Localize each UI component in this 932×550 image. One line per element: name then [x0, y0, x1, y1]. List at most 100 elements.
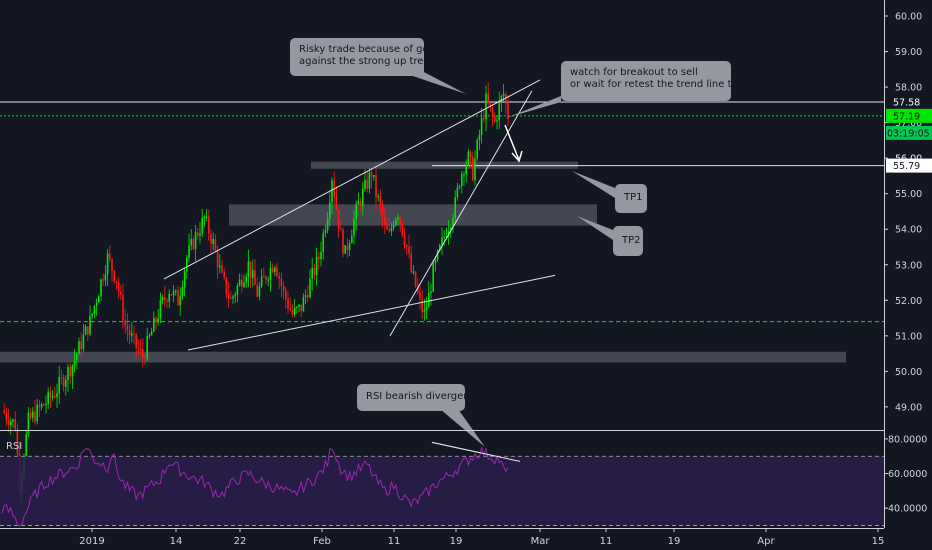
tp2-note-text: TP2	[622, 235, 641, 246]
tp1-note[interactable]: TP1	[615, 184, 647, 213]
price-tick-label: 55.00	[895, 189, 922, 200]
candle-up	[106, 253, 109, 275]
time-tick-label: 19	[450, 536, 463, 547]
base-zone	[0, 351, 846, 363]
candle-down	[401, 223, 404, 235]
candle-down	[489, 103, 492, 108]
candle-down	[197, 232, 199, 236]
candle-up	[320, 251, 322, 260]
candle-down	[113, 270, 115, 282]
candle-up	[452, 218, 454, 228]
candle-down	[505, 94, 507, 104]
candle-down	[507, 103, 509, 120]
resistance-price-label: 57.58	[893, 97, 920, 108]
candle-down	[54, 395, 56, 398]
candle-down	[5, 412, 8, 420]
candle-up	[362, 189, 364, 206]
countdown-box	[886, 125, 932, 140]
candle-up	[315, 256, 318, 275]
risky-trade-note[interactable]: Risky trade because of going against the…	[290, 38, 444, 76]
candle-up	[331, 180, 333, 203]
candle-down	[381, 204, 384, 218]
candle-up	[395, 219, 397, 225]
candle-down	[375, 175, 377, 197]
candle-up	[260, 276, 263, 287]
candle-up	[93, 305, 96, 314]
candle-down	[487, 93, 489, 104]
candle-up	[47, 391, 49, 404]
candle-down	[289, 308, 291, 310]
candle-up	[51, 395, 54, 398]
candle-up	[183, 271, 186, 288]
candle-down	[155, 317, 157, 322]
price-tick-label: 52.00	[895, 296, 922, 307]
candle-up	[498, 101, 500, 121]
candle-down	[16, 429, 19, 454]
candle-down	[111, 259, 113, 271]
candle-up	[71, 365, 74, 377]
breakout-note-pointer	[506, 96, 561, 118]
candle-down	[419, 292, 421, 299]
candle-up	[212, 239, 214, 244]
sell-arrow-shaft	[504, 124, 520, 161]
time-tick-label: Apr	[757, 536, 775, 547]
candle-up	[293, 307, 296, 315]
candle-down	[491, 107, 494, 116]
tp2-note-pointer	[577, 216, 613, 240]
candle-up	[58, 377, 60, 394]
candle-down	[43, 404, 45, 406]
breakout-note[interactable]: watch for breakout to sell or wait for r…	[561, 61, 758, 101]
candle-up	[428, 293, 430, 308]
candle-down	[38, 404, 41, 408]
time-tick-label: 2019	[79, 536, 104, 547]
candle-down	[421, 298, 423, 312]
candle-down	[109, 253, 111, 260]
rsi-tick-label: 80.0000	[888, 434, 927, 445]
candle-down	[366, 180, 368, 189]
candle-up	[25, 434, 27, 459]
candle-down	[414, 271, 417, 287]
candle-up	[188, 245, 190, 258]
candle-up	[12, 419, 14, 422]
candle-down	[313, 268, 316, 275]
candle-up	[95, 302, 98, 306]
candle-up	[131, 333, 133, 336]
candle-down	[287, 299, 289, 309]
rsi-divergence-note[interactable]: RSI bearish divergence	[357, 384, 481, 411]
tp2-zone	[229, 204, 597, 226]
candle-down	[225, 277, 228, 295]
time-tick-label: 22	[234, 536, 247, 547]
candle-up	[89, 315, 91, 335]
candle-up	[441, 237, 443, 246]
candle-down	[80, 341, 82, 350]
tp2-note[interactable]: TP2	[613, 226, 643, 256]
candle-down	[241, 279, 243, 287]
candle-up	[436, 250, 439, 260]
candle-down	[214, 239, 217, 251]
candle-down	[223, 272, 225, 278]
candle-down	[221, 265, 223, 273]
candle-down	[124, 320, 126, 326]
candle-down	[139, 349, 142, 351]
candle-up	[463, 174, 465, 176]
candle-up	[458, 186, 461, 188]
candle-up	[443, 236, 445, 238]
candle-down	[370, 172, 373, 177]
candle-up	[447, 230, 450, 237]
candle-up	[450, 227, 452, 231]
candle-down	[285, 290, 287, 300]
candle-down	[271, 267, 274, 273]
candle-up	[269, 267, 272, 280]
candle-up	[181, 287, 184, 297]
candle-up	[302, 297, 305, 312]
candle-down	[170, 294, 173, 296]
candle-up	[439, 245, 441, 251]
candle-down	[307, 295, 309, 298]
candle-up	[153, 317, 155, 332]
resistance-price-label-box	[886, 94, 932, 109]
candle-down	[342, 229, 344, 254]
candle-down	[115, 281, 118, 283]
candle-down	[135, 334, 137, 348]
candle-up	[190, 239, 192, 246]
